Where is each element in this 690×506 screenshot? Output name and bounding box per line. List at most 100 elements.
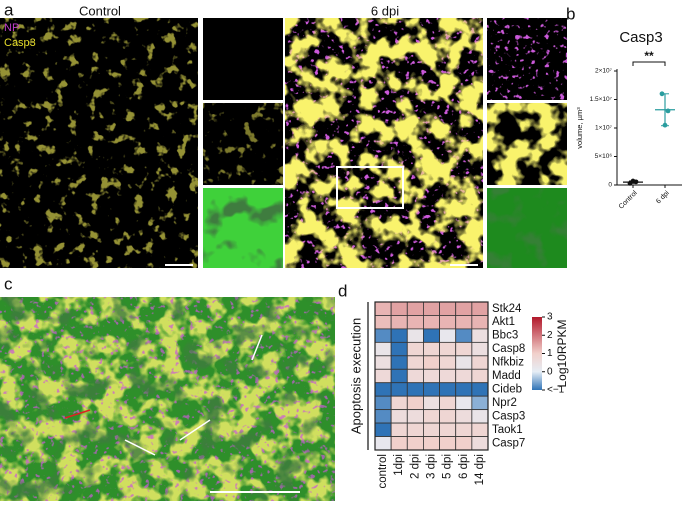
colorbar-tick-label: 0 <box>547 366 553 377</box>
heatmap-cell <box>423 355 440 370</box>
row-label: Npr2 <box>492 397 517 409</box>
heatmap-cell <box>423 301 440 316</box>
column-label: control <box>377 454 389 489</box>
heatmap-cell <box>374 395 392 411</box>
heatmap-cell <box>390 341 408 357</box>
column-label: 5 dpi <box>442 454 454 479</box>
heatmap-cell <box>439 436 457 451</box>
x-tick-label: Control <box>618 189 639 210</box>
heatmap-cell <box>390 395 408 411</box>
heatmap-cell <box>406 355 424 370</box>
heatmap-cell <box>390 328 408 343</box>
data-point <box>633 179 639 185</box>
heatmap-cell <box>390 355 408 370</box>
data-point <box>659 91 665 97</box>
heatmap-cell <box>374 382 392 397</box>
micrograph-zoom <box>0 297 335 501</box>
y-tick-label: 1.5×10⁷ <box>590 96 613 103</box>
panel-label: a <box>4 0 14 19</box>
row-label: Stk24 <box>492 303 522 315</box>
panel-label: c <box>4 274 13 293</box>
heatmap-cell <box>406 341 424 357</box>
data-point <box>662 122 668 128</box>
heatmap-cell <box>455 301 473 316</box>
heatmap-cell <box>455 382 473 397</box>
heatmap-cell <box>439 341 457 357</box>
y-tick-label: 0 <box>608 182 612 189</box>
heatmap-cell <box>471 328 489 343</box>
image-title: 6 dpi <box>371 3 399 18</box>
row-label: Bbc3 <box>492 330 518 342</box>
heatmap-cell <box>471 382 489 397</box>
heatmap-cell <box>374 368 392 384</box>
chart-title: Casp3 <box>619 29 662 46</box>
colorbar-tick-label: 1 <box>547 348 553 359</box>
row-label: Casp3 <box>492 410 525 422</box>
heatmap-cell <box>455 355 473 370</box>
row-label: Casp8 <box>492 343 525 355</box>
channel-label: NP <box>4 22 19 34</box>
heatmap-cell <box>439 368 457 384</box>
heatmap-cell <box>406 436 424 451</box>
heatmap-cell <box>374 341 392 357</box>
heatmap-cell <box>423 315 440 330</box>
heatmap-cell <box>455 315 473 330</box>
heatmap-cell <box>439 301 457 316</box>
heatmap-cell <box>471 422 489 437</box>
channel-label: Casp3 <box>4 37 36 49</box>
heatmap-cell <box>406 328 424 343</box>
y-tick-label: 2×10⁷ <box>595 68 613 75</box>
heatmap-cell <box>423 422 440 437</box>
heatmap-cell <box>423 382 440 397</box>
heatmap-cell <box>406 368 424 384</box>
x-tick-label: 6 dpi <box>655 189 671 205</box>
y-tick-label: 1×10⁷ <box>595 125 613 132</box>
column-label: 14 dpi <box>474 454 486 485</box>
heatmap-cell <box>406 382 424 397</box>
significance: ** <box>644 49 654 63</box>
panel-label: d <box>338 281 347 300</box>
row-label: Cideb <box>492 383 522 395</box>
heatmap-cell <box>406 422 424 437</box>
heatmap-cell <box>471 395 489 411</box>
heatmap-cell <box>390 315 408 330</box>
heatmap-cell <box>390 382 408 397</box>
colorbar-tick-label: 3 <box>547 312 553 323</box>
heatmap-cell <box>471 436 489 451</box>
heatmap-cell <box>374 301 392 316</box>
heatmap-cell <box>471 341 489 357</box>
heatmap-cell <box>455 422 473 437</box>
panel-label: b <box>566 4 575 23</box>
row-label: Akt1 <box>492 316 515 328</box>
heatmap-cell <box>390 368 408 384</box>
heatmap-cell <box>439 382 457 397</box>
row-label: Nfkbiz <box>492 357 524 369</box>
heatmap-cell <box>455 409 473 424</box>
heatmap-cell <box>390 422 408 437</box>
heatmap-cell <box>471 355 489 370</box>
heatmap-cell <box>439 422 457 437</box>
colorbar-label: Log10RPKM <box>555 319 569 387</box>
significance-bracket <box>632 61 666 66</box>
heatmap-cell <box>439 315 457 330</box>
heatmap-cell <box>455 328 473 343</box>
y-tick-label: 5×10⁶ <box>595 153 613 160</box>
heatmap-cell <box>423 409 440 424</box>
heatmap-cell <box>423 395 440 411</box>
column-label: 2 dpi <box>409 454 421 479</box>
heatmap-cell <box>423 328 440 343</box>
data-point <box>665 108 671 114</box>
heatmap-cell <box>374 409 392 424</box>
heatmap-border <box>374 301 489 451</box>
heatmap-cell <box>374 328 392 343</box>
column-label: 6 dpi <box>458 454 470 479</box>
heatmap-cell <box>471 409 489 424</box>
row-label: Casp7 <box>492 437 525 449</box>
heatmap-cell <box>390 409 408 424</box>
heatmap-cell <box>406 409 424 424</box>
heatmap-cell <box>390 436 408 451</box>
heatmap-cell <box>423 436 440 451</box>
heatmap-cell <box>374 422 392 437</box>
heatmap-cell <box>374 436 392 451</box>
